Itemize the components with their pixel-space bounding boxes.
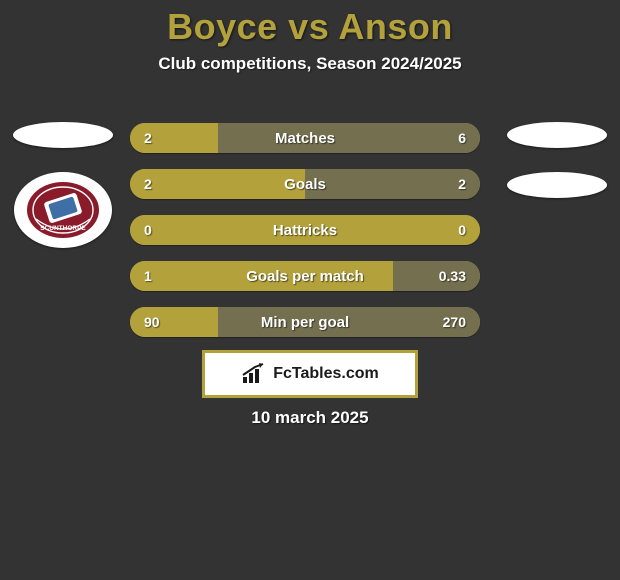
stat-label: Goals — [130, 169, 480, 199]
page-title: Boyce vs Anson — [0, 0, 620, 48]
svg-text:SCUNTHORPE: SCUNTHORPE — [40, 225, 86, 232]
player1-country-icon — [13, 122, 113, 148]
stat-row: 00Hattricks — [130, 215, 480, 245]
stat-row: 26Matches — [130, 123, 480, 153]
right-column — [502, 122, 612, 222]
stat-label: Goals per match — [130, 261, 480, 291]
player2-name: Anson — [338, 6, 453, 47]
player2-club-icon — [507, 172, 607, 198]
stat-label: Matches — [130, 123, 480, 153]
player1-club-badge: SCUNTHORPE — [14, 172, 112, 248]
stat-row: 90270Min per goal — [130, 307, 480, 337]
stat-label: Min per goal — [130, 307, 480, 337]
date-text: 10 march 2025 — [0, 408, 620, 428]
stats-chart: 26Matches 22Goals 00Hattricks 10.33Goals pe… — [130, 123, 480, 353]
footer-brand-text: FcTables.com — [273, 365, 379, 383]
player2-country-icon — [507, 122, 607, 148]
title-separator: vs — [288, 6, 329, 47]
subtitle: Club competitions, Season 2024/2025 — [0, 54, 620, 74]
player1-name: Boyce — [167, 6, 278, 47]
stat-row: 22Goals — [130, 169, 480, 199]
chart-icon — [241, 363, 267, 385]
footer-brand-card[interactable]: FcTables.com — [202, 350, 418, 398]
left-column: SCUNTHORPE — [8, 122, 118, 260]
stat-label: Hattricks — [130, 215, 480, 245]
stat-row: 10.33Goals per match — [130, 261, 480, 291]
club-badge-icon: SCUNTHORPE — [24, 179, 102, 241]
